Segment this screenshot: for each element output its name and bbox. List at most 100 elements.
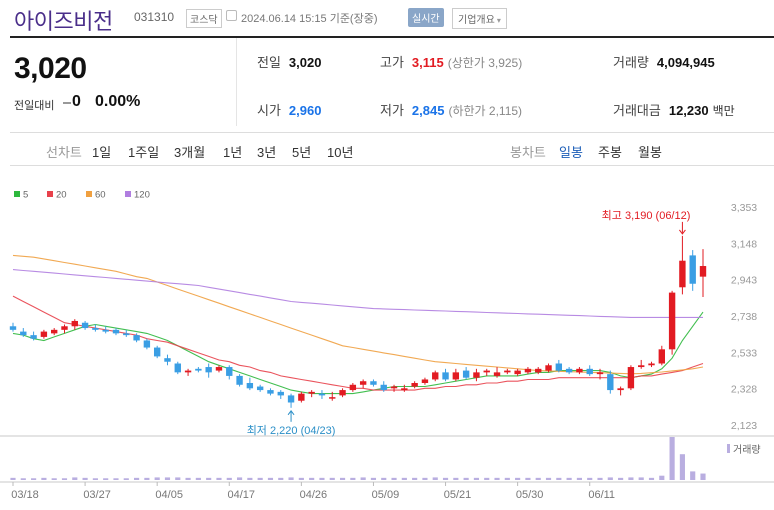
volume-bar xyxy=(164,477,171,480)
tab-1week[interactable]: 1주일 xyxy=(128,145,160,160)
volume-bar xyxy=(20,478,26,480)
candle xyxy=(596,372,604,375)
volume-bar xyxy=(381,477,387,480)
stat-amount: 거래대금 12,230 백만 xyxy=(613,100,735,119)
company-overview-dropdown[interactable]: 기업개요 ▾ xyxy=(452,8,507,29)
stat-value: 2,845 xyxy=(411,103,445,118)
x-tick-label: 04/26 xyxy=(300,489,328,501)
candle xyxy=(483,370,490,373)
x-tick-label: 03/27 xyxy=(83,489,111,501)
change-percent: 0.00% xyxy=(95,93,141,110)
candle xyxy=(174,363,181,373)
volume-bar xyxy=(412,477,418,480)
volume-bar xyxy=(339,477,346,480)
ma-line-20 xyxy=(12,295,704,391)
tab-monthly[interactable]: 월봉 xyxy=(638,145,662,160)
volume-bar xyxy=(545,477,552,480)
candle xyxy=(658,349,665,364)
volume-bar xyxy=(587,477,593,480)
y-tick-label: 3,353 xyxy=(731,202,757,214)
candle xyxy=(370,381,377,385)
candle xyxy=(81,322,89,329)
tab-1year[interactable]: 1년 xyxy=(223,145,243,160)
x-tick-label: 05/30 xyxy=(516,489,544,501)
line-chart-label: 선차트 xyxy=(46,145,82,160)
volume-bar xyxy=(628,477,634,480)
volume-bar xyxy=(669,437,675,480)
stat-value: 12,230 xyxy=(668,103,709,118)
candle xyxy=(71,320,78,327)
candle xyxy=(452,372,460,380)
stat-open: 시가 2,960 xyxy=(257,100,321,119)
volume-bar xyxy=(432,477,438,480)
volume-bar xyxy=(484,477,490,480)
legend-label-60: 60 xyxy=(95,190,106,201)
volume-bar xyxy=(442,477,449,480)
volume-bar xyxy=(10,477,16,480)
realtime-button[interactable]: 실시간 xyxy=(408,8,444,27)
candle xyxy=(473,372,480,378)
volume-bar xyxy=(679,454,685,480)
volume-bar xyxy=(61,478,68,480)
y-tick-label: 2,943 xyxy=(731,275,757,287)
candle xyxy=(390,386,398,389)
volume-bar xyxy=(690,471,696,480)
header-divider xyxy=(10,36,774,38)
volume-bar xyxy=(288,477,294,480)
tab-3month[interactable]: 3개월 xyxy=(174,145,206,160)
tab-daily[interactable]: 일봉 xyxy=(559,145,583,160)
stock-code: 031310 xyxy=(134,10,175,24)
x-tick-label: 03/18 xyxy=(11,489,39,501)
candle xyxy=(555,363,563,371)
tab-5year[interactable]: 5년 xyxy=(292,145,312,160)
candle xyxy=(153,347,161,357)
candle xyxy=(401,388,408,391)
volume-bar xyxy=(607,477,613,480)
volume-bar xyxy=(298,477,304,480)
candle xyxy=(380,384,387,391)
stat-low: 저가 2,845 (하한가 2,115) xyxy=(380,100,522,119)
price-chart[interactable]: 5 20 60 120 3,353 3,148 2,943 2,738 2,533 2,328 2… xyxy=(0,180,774,510)
legend-swatch-5 xyxy=(14,191,20,197)
candle xyxy=(195,368,202,371)
candle xyxy=(679,260,686,288)
volume-bar xyxy=(195,477,201,480)
stock-name[interactable]: 아이즈비전 xyxy=(14,10,113,35)
volume-bar xyxy=(113,478,119,480)
volume-bar xyxy=(206,477,212,480)
tab-1day[interactable]: 1일 xyxy=(92,145,112,160)
y-axis: 3,353 3,148 2,943 2,738 2,533 2,328 2,123 xyxy=(0,202,774,483)
volume-bar xyxy=(216,477,222,480)
tab-weekly[interactable]: 주봉 xyxy=(598,145,622,160)
high-annotation: 최고 3,190 (06/12) xyxy=(602,209,691,222)
volume-bar xyxy=(267,477,274,480)
legend-swatch-120 xyxy=(125,191,131,197)
candle xyxy=(61,326,68,330)
volume-bar xyxy=(350,477,356,480)
candle xyxy=(9,326,17,330)
tab-10year[interactable]: 10년 xyxy=(327,145,354,160)
candle xyxy=(123,333,130,336)
price-chart-svg[interactable]: 5 20 60 120 3,353 3,148 2,943 2,738 2,533 2,328 2… xyxy=(0,180,774,510)
candle xyxy=(586,368,593,375)
legend-swatch-20 xyxy=(47,191,53,197)
candle xyxy=(298,393,305,401)
candle-chart-label: 봉차트 xyxy=(510,145,546,160)
volume-panel: 거래량 xyxy=(10,437,761,480)
candle xyxy=(329,397,336,399)
candle xyxy=(133,335,140,341)
candle xyxy=(699,266,707,277)
candle xyxy=(524,368,532,373)
candle xyxy=(308,391,315,394)
volume-bar xyxy=(257,477,263,480)
volume-bar xyxy=(72,477,78,480)
candle xyxy=(462,370,470,378)
volume-bar xyxy=(360,477,366,480)
stat-label: 전일 xyxy=(257,55,281,70)
candle xyxy=(411,382,418,387)
x-tick-label: 05/09 xyxy=(372,489,400,501)
tab-3year[interactable]: 3년 xyxy=(257,145,277,160)
annotations: 최고 3,190 (06/12) 최저 2,220 (04/23) xyxy=(247,209,691,437)
arrow-down-icon xyxy=(679,229,686,235)
volume-bar xyxy=(92,478,98,480)
